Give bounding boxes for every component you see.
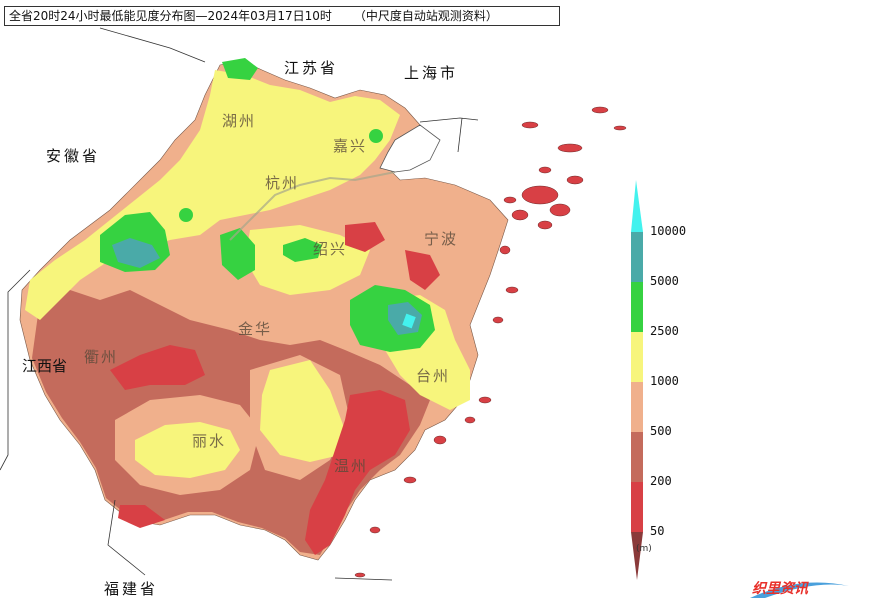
legend-unit: (m) <box>636 544 652 554</box>
province-label-jiangsu: 江苏省 <box>284 59 339 77</box>
city-label-huzhou: 湖州 <box>222 112 257 130</box>
legend-value-2500: 2500 <box>650 324 679 338</box>
zone-2500-5000-north <box>222 58 258 80</box>
zone-1000-2500-centre <box>245 225 370 295</box>
zone-1000-2500-lishui <box>135 422 240 478</box>
legend-value-200: 200 <box>650 474 672 488</box>
zone-50-200-shaoxing <box>345 222 385 252</box>
province-label-fujian: 福建省 <box>104 580 159 598</box>
river-qiantang <box>229 171 396 241</box>
province-label-anhui: 安徽省 <box>46 147 101 165</box>
map-title-main: 全省20时24小时最低能见度分布图—2024年03月17日10时 <box>9 9 332 23</box>
legend-value-50: 50 <box>650 524 665 538</box>
province-label-jiangxi: 江西省 <box>22 352 67 380</box>
zone-10000-plus <box>402 313 416 329</box>
city-label-hangzhou: 杭州 <box>265 174 300 192</box>
zone-2500-5000-small <box>179 208 193 222</box>
legend-value-10000: 10000 <box>650 224 687 238</box>
city-label-jiaxing: 嘉兴 <box>333 137 368 155</box>
zone-1000-2500-north <box>25 70 400 320</box>
zone-50-200-quzhou <box>110 345 205 390</box>
city-label-taizhou: 台州 <box>416 367 451 385</box>
zhoushan-islands <box>354 106 627 578</box>
zone-1000-2500-south <box>260 360 345 462</box>
zone-50-200-sw <box>118 505 165 528</box>
city-label-ningbo: 宁波 <box>424 230 459 248</box>
legend-value-1000: 1000 <box>650 374 679 388</box>
zone-2500-5000-mid <box>283 238 322 262</box>
logo-text: 织里资讯 <box>752 581 808 597</box>
city-label-lishui: 丽水 <box>192 432 227 450</box>
map-title: 全省20时24小时最低能见度分布图—2024年03月17日10时 （中尺度自动站观… <box>4 6 560 26</box>
city-label-wenzhou: 温州 <box>334 457 369 475</box>
logo-swoosh <box>750 582 849 598</box>
zone-50-200-wenzhou <box>305 390 410 555</box>
province-border <box>0 27 479 581</box>
map-title-source: （中尺度自动站观测资料） <box>353 9 498 23</box>
zone-50-200-ningbo <box>405 250 440 290</box>
legend-value-5000: 5000 <box>650 274 679 288</box>
city-label-shaoxing: 绍兴 <box>313 240 348 258</box>
city-label-quzhou: 衢州 <box>84 348 119 366</box>
city-label-jinhua: 金华 <box>238 320 273 338</box>
zone-2500-5000-jiaxing <box>369 129 383 143</box>
zone-2500-5000-centre <box>220 228 255 280</box>
legend-bar <box>631 180 643 580</box>
legend-value-500: 500 <box>650 424 672 438</box>
zone-5000-10000-west <box>112 238 160 268</box>
hangzhou-bay <box>379 124 441 173</box>
province-label-shanghai: 上海市 <box>404 64 459 82</box>
